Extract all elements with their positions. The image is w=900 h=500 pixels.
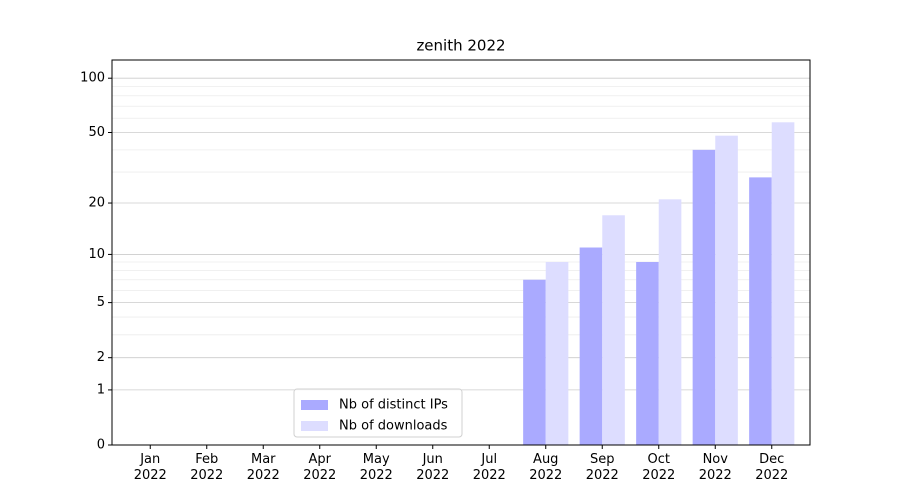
x-tick-label: Mar 2022 <box>246 452 280 483</box>
y-tick-label: 2 <box>97 350 105 365</box>
plot-frame <box>111 59 811 446</box>
legend-label: Nb of distinct IPs <box>339 398 448 413</box>
y-tick-label: 100 <box>80 71 105 86</box>
y-tick-label: 5 <box>97 295 105 310</box>
bar <box>545 261 569 445</box>
bar <box>636 261 659 445</box>
y-tick-label: 0 <box>97 438 105 453</box>
y-tick-label: 20 <box>88 196 105 211</box>
x-tick-label: Feb 2022 <box>190 452 224 483</box>
bar <box>771 122 795 445</box>
y-tick-label: 1 <box>97 382 105 397</box>
bar <box>658 199 682 445</box>
x-tick-label: Jun 2022 <box>416 452 450 483</box>
legend-swatch <box>301 421 328 431</box>
bar <box>715 135 738 445</box>
x-tick-label: Sep 2022 <box>585 452 619 483</box>
legend-box <box>293 388 463 438</box>
bar <box>749 177 772 445</box>
y-tick-label: 10 <box>88 247 105 262</box>
legend-swatch <box>301 400 328 410</box>
x-tick-label: May 2022 <box>359 452 393 483</box>
x-tick-label: Oct 2022 <box>642 452 676 483</box>
x-tick-label: Nov 2022 <box>698 452 732 483</box>
x-tick-label: Apr 2022 <box>303 452 337 483</box>
legend-label: Nb of downloads <box>339 419 448 434</box>
bar <box>579 247 603 445</box>
chart-title: zenith 2022 <box>416 37 505 55</box>
bar <box>523 279 546 445</box>
x-tick-label: Dec 2022 <box>755 452 789 483</box>
x-tick-label: Jan 2022 <box>133 452 167 483</box>
bar <box>692 149 716 445</box>
x-tick-label: Jul 2022 <box>472 452 506 483</box>
y-tick-label: 50 <box>88 125 105 140</box>
bar <box>602 215 625 445</box>
x-tick-label: Aug 2022 <box>529 452 563 483</box>
